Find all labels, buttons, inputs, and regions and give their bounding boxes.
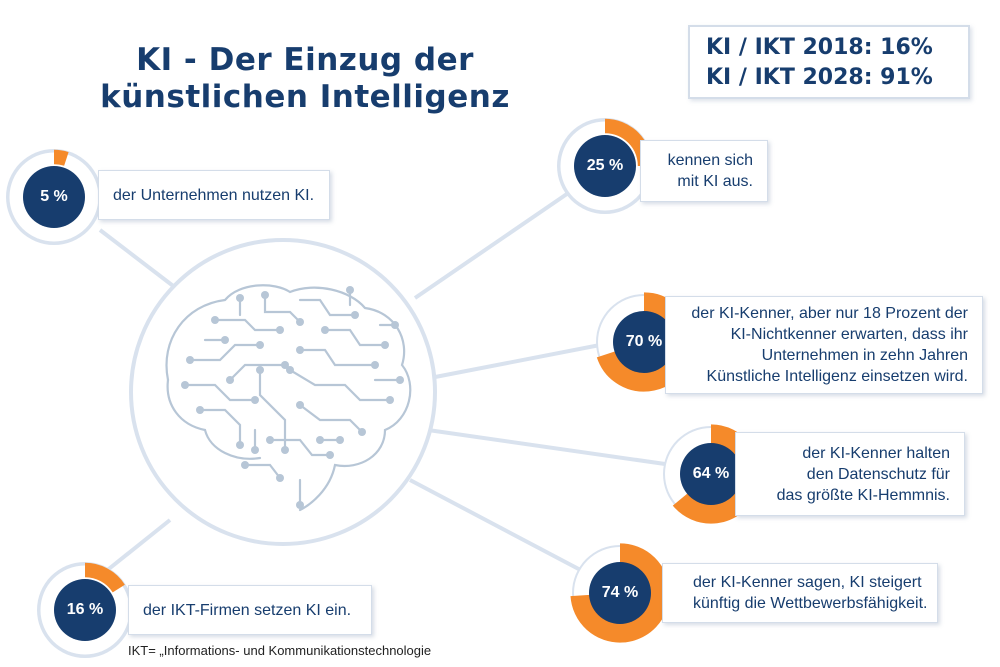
- brain-circle: [129, 238, 437, 546]
- title-line: KI - Der Einzug der: [136, 42, 474, 78]
- stat-label-line: den Datenschutz für: [806, 465, 950, 483]
- donut-unternehmen: [6, 149, 102, 245]
- donut-core: [23, 166, 85, 228]
- connector-line: [427, 428, 673, 467]
- stat-label-unternehmen: der Unternehmen nutzen KI.: [98, 170, 330, 220]
- stat-label-ikt-firmen: der IKT-Firmen setzen KI ein.: [128, 585, 372, 635]
- stat-label-line: das größte KI-Hemmnis.: [776, 486, 950, 504]
- stat-label-line: KI-Nichtkenner erwarten, dass ihr: [730, 326, 968, 343]
- donut-core: [589, 562, 651, 624]
- page-title: KI - Der Einzug der künstlichen Intellig…: [95, 42, 515, 116]
- donut-ikt-firmen: [37, 562, 133, 658]
- stat-label-line: kennen sich: [667, 152, 753, 169]
- stat-label-line: der IKT-Firmen setzen KI ein.: [143, 601, 352, 619]
- ikt-2018-value: KI / IKT 2018: 16%: [706, 35, 933, 60]
- stat-label-line: der KI-Kenner halten: [802, 444, 950, 462]
- pct-label-wettbewerb: 74 %: [601, 584, 639, 601]
- pct-label-unternehmen: 5 %: [40, 188, 68, 205]
- connector-line: [98, 228, 187, 297]
- ikt-2028-value: KI / IKT 2028: 91%: [706, 65, 933, 90]
- stat-label-line: künftig die Wettbewerbsfähigkeit.: [693, 595, 928, 612]
- pct-label-erwarten: 70 %: [625, 333, 663, 350]
- stat-label-line: Künstliche Intelligenz einsetzen wird.: [706, 368, 968, 385]
- stat-label-line: Unternehmen in zehn Jahren: [761, 347, 968, 364]
- connector-lines: [93, 183, 673, 582]
- donut-core: [574, 135, 636, 197]
- connector-line: [429, 343, 601, 380]
- connector-line: [409, 478, 591, 577]
- pct-label-ikt-firmen: 16 %: [66, 601, 104, 618]
- stat-label-wettbewerb: der KI-Kenner sagen, KI steigert künftig…: [662, 563, 938, 623]
- stat-label-line: der KI-Kenner, aber nur 18 Prozent der: [691, 305, 968, 322]
- donut-core: [54, 579, 116, 641]
- brain-circuit-icon: [165, 284, 412, 512]
- donut-wettbewerb: [570, 543, 670, 643]
- stat-label-datenschutz: der KI-Kenner halten den Datenschutz für…: [735, 432, 965, 516]
- title-line: künstlichen Intelligenz: [100, 79, 510, 115]
- stat-label-line: mit KI aus.: [677, 173, 753, 190]
- pct-label-datenschutz: 64 %: [692, 465, 730, 482]
- donut-value-arc: [53, 149, 69, 166]
- connector-line: [413, 183, 582, 300]
- donut-core: [613, 311, 675, 373]
- stat-label-line: der KI-Kenner sagen, KI steigert: [693, 574, 922, 591]
- donut-core: [680, 443, 742, 505]
- stat-label-line: der Unternehmen nutzen KI.: [113, 186, 315, 204]
- stat-label-kennen: kennen sich mit KI aus.: [640, 140, 768, 202]
- footnote: IKT= „Informations- und Kommunikationste…: [128, 643, 432, 658]
- ikt-summary-box: KI / IKT 2018: 16% KI / IKT 2028: 91%: [688, 25, 970, 99]
- brain-circuit-nodes: [181, 286, 404, 509]
- stat-label-erwarten: der KI-Kenner, aber nur 18 Prozent der K…: [665, 296, 983, 394]
- donut-value-arc: [570, 543, 670, 643]
- pct-label-kennen: 25 %: [586, 157, 624, 174]
- donut-value-arc: [84, 562, 125, 593]
